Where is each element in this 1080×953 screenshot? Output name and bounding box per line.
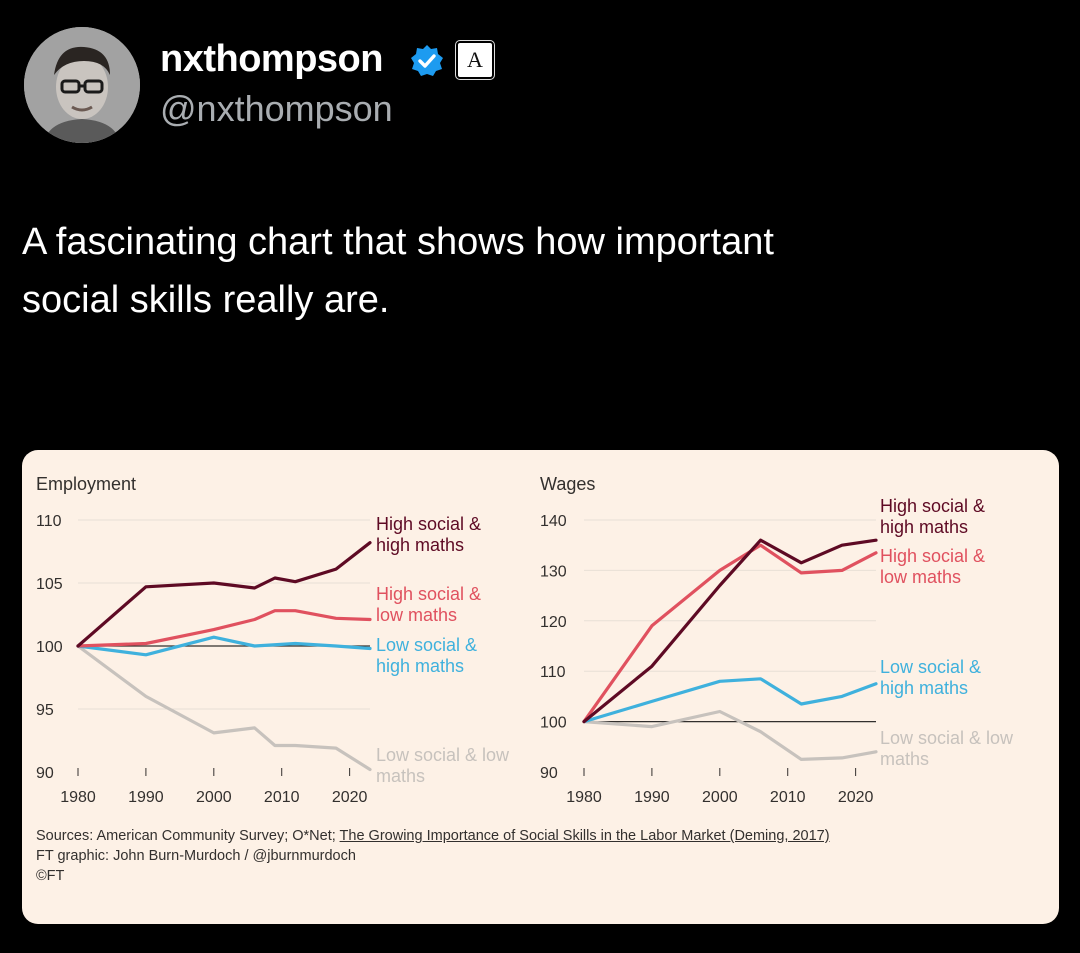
y-tick-label: 100	[36, 639, 63, 656]
x-tick-label: 2000	[702, 789, 738, 806]
y-tick-label: 90	[36, 765, 54, 782]
avatar-portrait	[24, 27, 140, 143]
series-label-line: high maths	[880, 678, 968, 698]
y-tick-label: 90	[540, 765, 558, 782]
series-label: High social & low maths	[376, 584, 481, 625]
series-label-line: Low social & low	[880, 728, 1014, 748]
y-tick-label: 130	[540, 563, 567, 580]
y-tick-label: 140	[540, 513, 567, 530]
x-tick-label: 1980	[566, 789, 602, 806]
series-label-line: high maths	[376, 656, 464, 676]
tweet-text: A fascinating chart that shows how impor…	[22, 213, 1062, 329]
series-line	[76, 644, 372, 772]
x-tick-label: 2010	[264, 789, 300, 806]
series-label-line: High social &	[880, 546, 985, 566]
series-label: High social & low maths	[880, 546, 985, 587]
series-label-line: high maths	[880, 517, 968, 537]
x-tick-label: 2010	[770, 789, 806, 806]
x-tick-label: 2020	[838, 789, 874, 806]
series-label-line: low maths	[376, 605, 457, 625]
series-line	[582, 709, 878, 761]
graphic-credit: FT graphic: John Burn-Murdoch / @jburnmu…	[36, 848, 356, 864]
series-line	[76, 635, 372, 657]
y-tick-label: 120	[540, 614, 567, 631]
series-label-line: high maths	[376, 535, 464, 555]
user-handle[interactable]: @nxthompson	[160, 88, 393, 129]
y-tick-label: 110	[540, 664, 566, 681]
series-label-line: High social &	[376, 514, 481, 534]
series-label: High social & high maths	[376, 514, 481, 555]
chart-title: Employment	[36, 474, 136, 494]
x-tick-label: 2020	[332, 789, 368, 806]
y-tick-label: 95	[36, 702, 54, 719]
series-label-line: maths	[880, 749, 929, 769]
y-tick-label: 110	[36, 513, 62, 530]
series-label-line: High social &	[880, 496, 985, 516]
series-label: High social & high maths	[880, 496, 985, 537]
affiliate-badge-icon[interactable]: A	[455, 40, 495, 80]
tweet-text-line-2: social skills really are.	[22, 279, 390, 321]
chart-svg: Employment 90 95 100 105 110 1980 1990 2000 2010 2…	[36, 474, 1014, 806]
sources-link[interactable]: The Growing Importance of Social Skills …	[339, 828, 830, 844]
y-tick-label: 100	[540, 715, 567, 732]
copyright: ©FT	[36, 868, 65, 884]
series-line	[582, 677, 878, 724]
chart-title: Wages	[540, 474, 595, 494]
display-name[interactable]: nxthompson	[160, 38, 383, 80]
series-label-line: Low social &	[880, 657, 981, 677]
sources-line: Sources: American Community Survey; O*Ne…	[36, 828, 830, 844]
series-label-line: low maths	[880, 567, 961, 587]
series-label: Low social & high maths	[880, 657, 981, 698]
verified-check-icon	[410, 44, 444, 78]
series-label: Low social & low maths	[880, 728, 1014, 769]
series-label-line: High social &	[376, 584, 481, 604]
series-line	[76, 609, 372, 648]
user-avatar[interactable]	[24, 27, 140, 143]
series-label-line: Low social & low	[376, 745, 510, 765]
series-label: Low social & low maths	[376, 745, 510, 786]
series-line	[76, 541, 372, 648]
x-tick-label: 1990	[128, 789, 164, 806]
chart-panel-wages: Wages 90 100 110 120 130 140 1980 1990 2000 2010 20…	[540, 474, 1014, 806]
x-tick-label: 1980	[60, 789, 96, 806]
sources-prefix: Sources: American Community Survey; O*Ne…	[36, 828, 340, 844]
series-line	[582, 538, 878, 724]
x-tick-label: 1990	[634, 789, 670, 806]
chart-image[interactable]: Employment 90 95 100 105 110 1980 1990 2000 2010 2…	[22, 450, 1059, 924]
series-label: Low social & high maths	[376, 635, 477, 676]
chart-panel-employment: Employment 90 95 100 105 110 1980 1990 2000 2010 2…	[36, 474, 510, 806]
series-label-line: Low social &	[376, 635, 477, 655]
series-line	[582, 543, 878, 724]
tweet-text-line-1: A fascinating chart that shows how impor…	[22, 221, 774, 263]
series-label-line: maths	[376, 766, 425, 786]
y-tick-label: 105	[36, 576, 63, 593]
x-tick-label: 2000	[196, 789, 232, 806]
